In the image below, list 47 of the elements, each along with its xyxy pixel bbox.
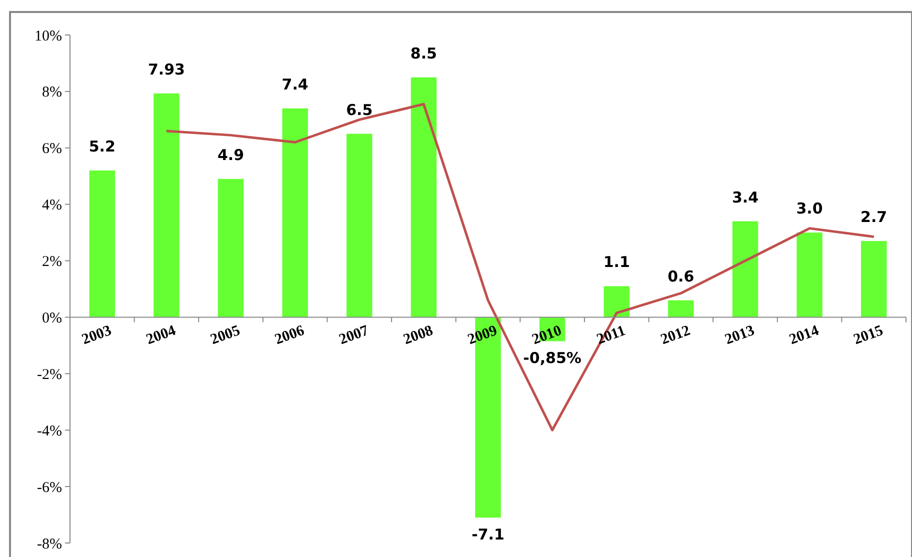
y-tick-label: 10% — [34, 28, 62, 44]
bar — [668, 300, 694, 318]
x-tick-label: 2014 — [787, 322, 822, 348]
y-tick-label: -8% — [37, 536, 62, 552]
x-tick-label: 2013 — [723, 322, 757, 348]
x-tick-label: 2008 — [401, 322, 436, 348]
x-tick-label: 2011 — [594, 322, 628, 348]
data-label: 7.93 — [148, 60, 185, 78]
data-label: 8.5 — [410, 44, 437, 62]
bar — [604, 286, 630, 318]
data-label: 1.1 — [603, 253, 630, 272]
bar — [860, 241, 887, 318]
data-label: 0.6 — [668, 267, 694, 286]
bar — [89, 170, 116, 318]
x-tick-label: 2010 — [530, 322, 564, 348]
bar — [732, 221, 758, 318]
bar — [796, 232, 822, 318]
data-label: -7.1 — [472, 526, 504, 544]
x-tick-label: 2009 — [466, 322, 500, 348]
data-label: 4.9 — [217, 146, 244, 164]
data-label: 2.7 — [860, 208, 888, 226]
x-tick-label: 2012 — [658, 322, 692, 348]
data-label: -0,85% — [523, 349, 582, 368]
y-tick-label: -4% — [37, 423, 62, 440]
x-tick-label: 2003 — [80, 322, 114, 348]
data-label: 3.0 — [796, 200, 823, 218]
y-tick-label: -6% — [37, 480, 62, 496]
bar — [154, 93, 180, 318]
x-tick-label: 2006 — [272, 322, 308, 348]
bar — [282, 108, 308, 318]
x-tick-label: 2004 — [144, 322, 178, 348]
bar — [346, 134, 372, 318]
y-tick-label: 4% — [42, 198, 62, 214]
x-tick-label: 2007 — [337, 322, 372, 348]
bar — [218, 178, 244, 318]
x-tick-label: 2005 — [208, 322, 242, 348]
y-tick-label: -2% — [37, 366, 62, 383]
y-tick-label: 0% — [42, 310, 62, 326]
data-label: 7.4 — [282, 75, 308, 94]
y-tick-label: 6% — [42, 141, 62, 158]
x-tick-label: 2015 — [852, 322, 886, 348]
data-label: 3.4 — [732, 188, 759, 206]
bar — [410, 77, 437, 318]
data-label: 6.5 — [346, 100, 373, 119]
y-tick-label: 8% — [42, 84, 62, 101]
data-label: 5.2 — [88, 137, 116, 156]
y-tick-label: 2% — [42, 254, 62, 270]
